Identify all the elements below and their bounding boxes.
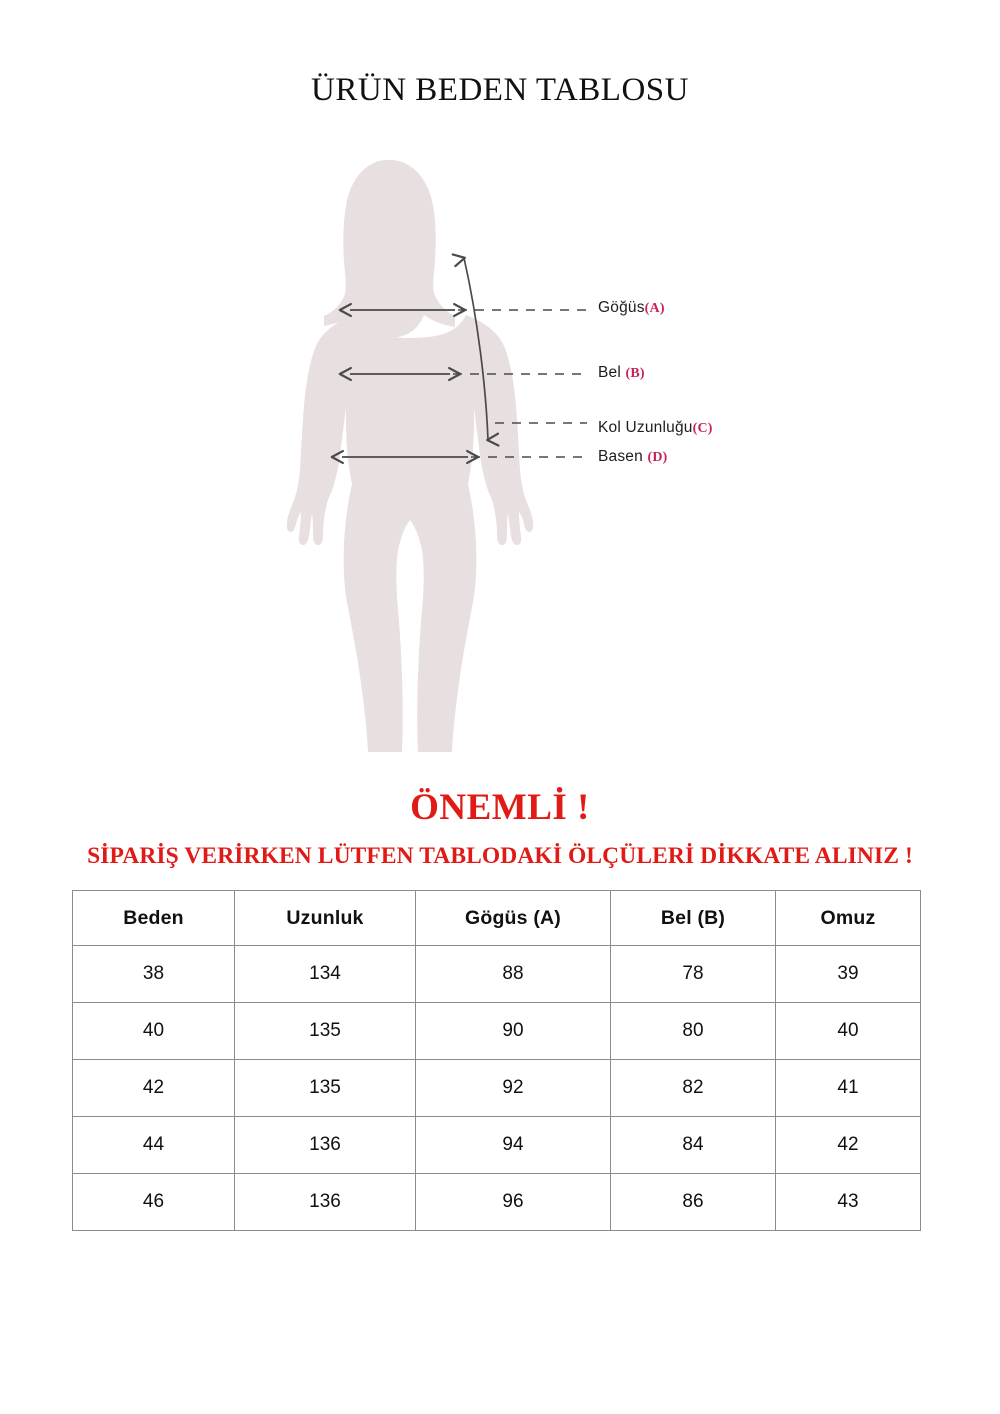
column-header-omuz: Omuz [775, 890, 921, 946]
page-title: ÜRÜN BEDEN TABLOSU [311, 72, 689, 108]
table-row: 40 135 90 80 40 [72, 1002, 921, 1060]
label-hips: Basen (D) [598, 448, 668, 466]
column-header-uzunluk: Uzunluk [234, 890, 416, 946]
size-chart-table: Beden Uzunluk Gögüs (A) Bel (B) Omuz 38 … [72, 890, 921, 1231]
table-row: 42 135 92 82 41 [72, 1059, 921, 1117]
label-chest-mark: (A) [644, 301, 665, 316]
cell-omuz: 42 [775, 1116, 921, 1174]
cell-omuz: 40 [775, 1002, 921, 1060]
cell-omuz: 39 [775, 945, 921, 1003]
label-chest-text: Göğüs [598, 299, 645, 316]
label-sleeve-length: Kol Uzunluğu(C) [598, 419, 713, 437]
cell-gogus: 96 [415, 1173, 611, 1231]
table-row: 38 134 88 78 39 [72, 945, 921, 1003]
cell-uzunluk: 135 [234, 1002, 416, 1060]
cell-beden: 42 [72, 1059, 235, 1117]
label-hips-text: Basen [598, 448, 648, 465]
label-waist-mark: (B) [625, 366, 645, 381]
cell-uzunluk: 134 [234, 945, 416, 1003]
body-measurement-diagram [250, 130, 770, 760]
cell-bel: 82 [610, 1059, 776, 1117]
cell-uzunluk: 136 [234, 1173, 416, 1231]
column-header-bel: Bel (B) [610, 890, 776, 946]
label-sleeve-length-text: Kol Uzunluğu [598, 419, 693, 436]
cell-beden: 44 [72, 1116, 235, 1174]
important-warning-heading: ÖNEMLİ ! [410, 787, 590, 828]
cell-bel: 86 [610, 1173, 776, 1231]
cell-bel: 80 [610, 1002, 776, 1060]
column-header-gogus: Gögüs (A) [415, 890, 611, 946]
cell-bel: 78 [610, 945, 776, 1003]
table-header-row: Beden Uzunluk Gögüs (A) Bel (B) Omuz [72, 890, 921, 946]
cell-omuz: 41 [775, 1059, 921, 1117]
label-waist-text: Bel [598, 364, 626, 381]
female-silhouette-shape [286, 160, 534, 752]
cell-bel: 84 [610, 1116, 776, 1174]
cell-uzunluk: 136 [234, 1116, 416, 1174]
column-header-beden: Beden [72, 890, 235, 946]
label-waist: Bel (B) [598, 364, 645, 382]
cell-gogus: 94 [415, 1116, 611, 1174]
cell-uzunluk: 135 [234, 1059, 416, 1117]
cell-beden: 38 [72, 945, 235, 1003]
cell-beden: 46 [72, 1173, 235, 1231]
label-sleeve-length-mark: (C) [692, 421, 713, 436]
cell-gogus: 88 [415, 945, 611, 1003]
important-warning-subtext: SİPARİŞ VERİRKEN LÜTFEN TABLODAKİ ÖLÇÜLE… [87, 843, 913, 869]
label-chest: Göğüs(A) [598, 299, 665, 317]
cell-gogus: 92 [415, 1059, 611, 1117]
label-hips-mark: (D) [647, 450, 668, 465]
cell-gogus: 90 [415, 1002, 611, 1060]
cell-omuz: 43 [775, 1173, 921, 1231]
table-row: 46 136 96 86 43 [72, 1173, 921, 1231]
cell-beden: 40 [72, 1002, 235, 1060]
table-row: 44 136 94 84 42 [72, 1116, 921, 1174]
sleeve-length-measure-arrow [451, 253, 587, 447]
